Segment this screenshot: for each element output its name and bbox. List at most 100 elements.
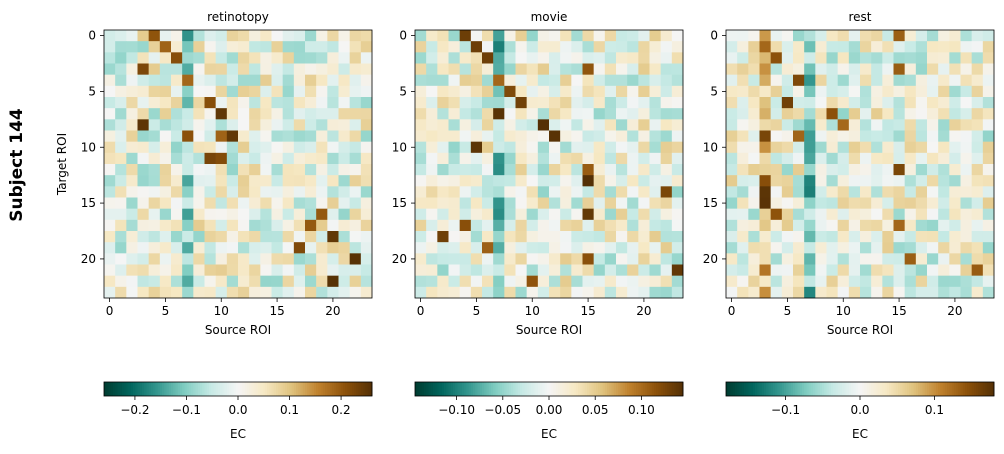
heatmap-cell bbox=[938, 219, 950, 232]
heatmap-cell bbox=[781, 108, 794, 120]
heatmap-cell bbox=[260, 119, 272, 131]
colorbar-segment bbox=[155, 382, 158, 396]
heatmap-cell bbox=[271, 119, 283, 131]
heatmap-cell bbox=[526, 52, 539, 64]
heatmap-cell bbox=[826, 152, 838, 165]
heatmap-cell bbox=[726, 197, 738, 209]
heatmap-cell bbox=[271, 130, 283, 142]
heatmap-cell bbox=[338, 30, 350, 42]
heatmap-cell bbox=[871, 164, 883, 176]
heatmap-cell bbox=[781, 41, 794, 53]
heatmap-cell bbox=[971, 74, 984, 87]
heatmap-cell bbox=[560, 41, 572, 53]
heatmap-cell bbox=[748, 130, 760, 142]
heatmap-cell bbox=[860, 231, 872, 243]
heatmap-cell bbox=[159, 275, 172, 288]
heatmap-cell bbox=[593, 63, 606, 75]
heatmap-cell bbox=[305, 264, 317, 276]
heatmap-cell bbox=[781, 197, 794, 209]
colorbar-segment bbox=[817, 382, 821, 396]
heatmap-cell bbox=[249, 63, 261, 75]
heatmap-cell bbox=[115, 231, 127, 243]
heatmap-cell bbox=[927, 264, 939, 276]
heatmap-cell bbox=[537, 286, 550, 299]
heatmap-cell bbox=[882, 152, 894, 165]
heatmap-cell bbox=[437, 97, 449, 109]
colorbar-segment bbox=[944, 382, 948, 396]
heatmap-cell bbox=[305, 242, 317, 254]
heatmap-cell bbox=[582, 242, 594, 254]
heatmap-cell bbox=[960, 130, 972, 142]
heatmap-cell bbox=[493, 219, 505, 232]
colorbar-segment bbox=[150, 382, 154, 396]
heatmap-cell bbox=[182, 30, 194, 42]
colorbar-segment bbox=[653, 382, 657, 396]
heatmap-cell bbox=[982, 242, 995, 254]
heatmap-cell bbox=[549, 264, 561, 276]
heatmap-cell bbox=[949, 286, 961, 299]
heatmap-cell bbox=[759, 219, 771, 232]
heatmap-cell bbox=[204, 275, 216, 288]
heatmap-cell bbox=[848, 219, 861, 232]
heatmap-cell bbox=[571, 219, 583, 232]
heatmap-cell bbox=[327, 253, 339, 265]
heatmap-cell bbox=[115, 242, 127, 254]
heatmap-cell bbox=[871, 275, 883, 288]
heatmap-cell bbox=[271, 63, 283, 75]
heatmap-cell bbox=[815, 152, 827, 165]
colorbar-segment bbox=[262, 382, 266, 396]
heatmap-cell bbox=[915, 242, 928, 254]
heatmap-cell bbox=[793, 130, 805, 142]
heatmap-cell bbox=[171, 197, 183, 209]
heatmap-cell bbox=[770, 175, 783, 187]
colorbar-segment bbox=[604, 382, 608, 396]
colorbar-segment bbox=[340, 382, 344, 396]
heatmap-cell bbox=[148, 30, 161, 42]
heatmap-cell bbox=[582, 85, 594, 98]
heatmap-cell bbox=[660, 253, 673, 265]
heatmap-cell bbox=[493, 52, 505, 64]
heatmap-cell bbox=[660, 286, 673, 299]
heatmap-cell bbox=[316, 63, 328, 75]
colorbar-segment bbox=[564, 382, 568, 396]
colorbar-segment bbox=[960, 382, 964, 396]
colorbar-segment bbox=[318, 382, 322, 396]
heatmap-cell bbox=[904, 264, 917, 276]
colorbar-segment bbox=[766, 382, 769, 396]
heatmap-cell bbox=[115, 130, 127, 142]
heatmap-cell bbox=[482, 208, 494, 221]
colorbar-segment bbox=[976, 382, 979, 396]
colorbar-segment bbox=[115, 382, 118, 396]
heatmap-cell bbox=[493, 119, 505, 131]
heatmap-cell bbox=[616, 253, 628, 265]
colorbar-segment bbox=[801, 382, 805, 396]
colorbar-segment bbox=[482, 382, 485, 396]
heatmap-cell bbox=[415, 231, 427, 243]
y-tick-label: 5 bbox=[710, 84, 718, 98]
heatmap-cell bbox=[148, 264, 161, 276]
heatmap-cell bbox=[271, 152, 283, 165]
heatmap-cell bbox=[238, 275, 250, 288]
colorbar-segment bbox=[488, 382, 492, 396]
heatmap-cell bbox=[126, 30, 138, 42]
heatmap-cell bbox=[504, 63, 516, 75]
heatmap-cell bbox=[781, 286, 794, 299]
heatmap-cell bbox=[915, 74, 928, 87]
heatmap-cell bbox=[616, 208, 628, 221]
colorbar-segment bbox=[593, 382, 597, 396]
colorbar-segment bbox=[877, 382, 881, 396]
heatmap-cell bbox=[781, 186, 794, 198]
heatmap-cell bbox=[526, 242, 539, 254]
colorbar-segment bbox=[360, 382, 364, 396]
heatmap-cell bbox=[770, 197, 783, 209]
colorbar-segment bbox=[873, 382, 877, 396]
heatmap-cell bbox=[759, 231, 771, 243]
heatmap-cell bbox=[759, 63, 771, 75]
heatmap-cell bbox=[327, 85, 339, 98]
heatmap-cell bbox=[915, 253, 928, 265]
heatmap-cell bbox=[226, 208, 239, 221]
colorbar-segment bbox=[242, 382, 246, 396]
heatmap-cell bbox=[282, 219, 295, 232]
heatmap-cell bbox=[537, 186, 550, 198]
heatmap-cell bbox=[627, 264, 639, 276]
